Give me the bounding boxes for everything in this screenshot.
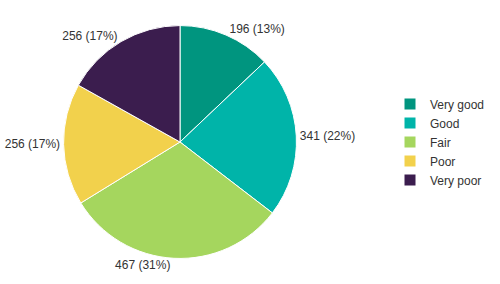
svg-text:196 (13%): 196 (13%) [230,22,285,36]
svg-text:256 (17%): 256 (17%) [62,29,117,43]
svg-text:341 (22%): 341 (22%) [300,129,355,143]
svg-text:467 (31%): 467 (31%) [115,258,170,272]
svg-text:Very poor: Very poor [430,174,481,188]
svg-text:Very good: Very good [430,98,484,112]
svg-text:Fair: Fair [430,136,451,150]
svg-text:Good: Good [430,117,459,131]
svg-text:Poor: Poor [430,155,455,169]
svg-text:256 (17%): 256 (17%) [5,137,60,151]
